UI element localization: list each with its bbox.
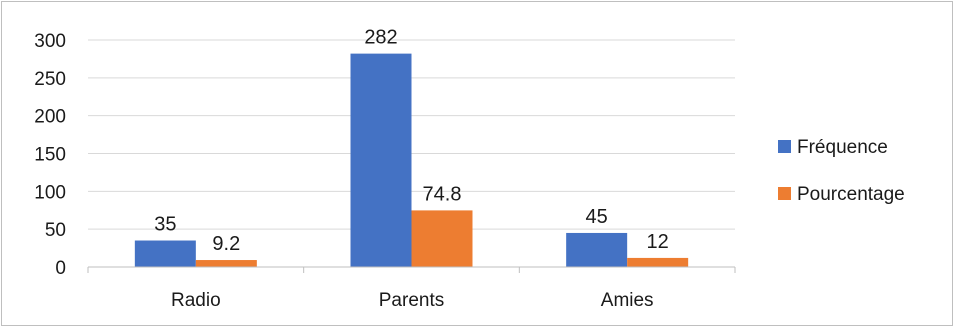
legend: Fréquence Pourcentage xyxy=(778,137,905,205)
data-label: 45 xyxy=(586,206,608,228)
y-tick-label: 250 xyxy=(34,69,66,90)
y-axis-ticks: 0 50 100 150 200 250 300 xyxy=(34,31,66,279)
bar-pourcentage-amies xyxy=(627,257,689,267)
legend-label: Pourcentage xyxy=(797,184,905,205)
y-tick-label: 300 xyxy=(34,31,66,52)
legend-swatch xyxy=(778,140,791,153)
y-tick-label: 0 xyxy=(55,258,66,279)
bar-pourcentage-parents xyxy=(411,210,473,267)
y-tick-label: 200 xyxy=(34,107,66,128)
y-tick-label: 150 xyxy=(34,145,66,166)
x-category-label: Parents xyxy=(379,290,444,311)
x-axis: Radio Parents Amies xyxy=(87,266,736,311)
x-category-label: Radio xyxy=(171,290,221,311)
bar-fr-quence-amies xyxy=(566,232,628,267)
x-category-label: Amies xyxy=(601,290,654,311)
bar-fr-quence-parents xyxy=(350,53,412,268)
data-label: 35 xyxy=(154,214,176,236)
bar-pourcentage-radio xyxy=(195,260,257,267)
bar-fr-quence-radio xyxy=(134,240,196,267)
data-label: 282 xyxy=(364,27,397,49)
data-label: 9.2 xyxy=(212,233,240,255)
bars xyxy=(134,53,689,268)
data-label: 12 xyxy=(647,231,669,253)
legend-swatch xyxy=(778,187,791,200)
data-label: 74.8 xyxy=(423,183,462,205)
legend-label: Fréquence xyxy=(797,137,888,158)
y-tick-label: 50 xyxy=(45,220,66,241)
y-tick-label: 100 xyxy=(34,182,66,203)
data-labels: 35 282 45 9.2 74.8 12 xyxy=(154,27,669,255)
